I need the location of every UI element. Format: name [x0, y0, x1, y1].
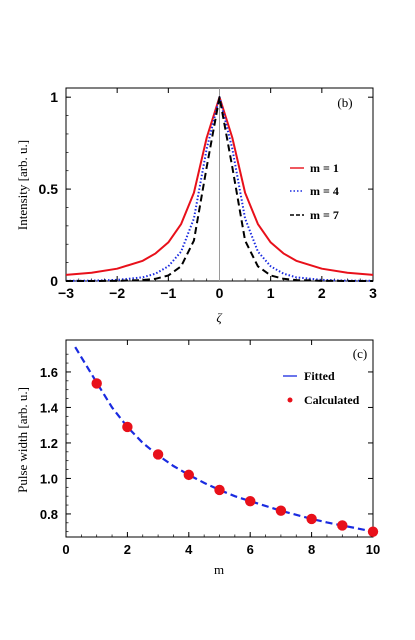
- intensity-curves: [65, 96, 374, 282]
- intensity-x-tick-label: −3: [58, 285, 74, 301]
- pulse-width-calculated-point: [152, 449, 164, 460]
- intensity-legend-label: m = 4: [310, 184, 339, 198]
- intensity-y-tick-label: 0: [50, 273, 58, 289]
- pulse-width-x-tick-label: 2: [124, 542, 131, 557]
- pulse-width-y-tick-label: 1.0: [40, 471, 58, 486]
- intensity-legend-label: m = 7: [310, 208, 339, 222]
- pulse-width-ticks: 0 2 4 6 8 10 0.8 1.0 1.2 1.4 1.6: [40, 340, 380, 557]
- intensity-series-line: [66, 96, 373, 282]
- pulse-width-legend-label: Calculated: [304, 393, 360, 407]
- intensity-x-axis-label: ζ: [216, 310, 222, 325]
- pulse-width-y-tick-label: 1.6: [40, 365, 58, 380]
- pulse-width-calculated-point: [306, 513, 317, 525]
- pulse-width-calculated-point: [367, 526, 379, 537]
- pulse-width-x-tick-label: 10: [366, 542, 380, 557]
- pulse-width-calculated-point: [245, 495, 256, 507]
- pulse-width-x-axis-label: m: [214, 562, 224, 577]
- intensity-y-tick-label: 0.5: [39, 181, 59, 197]
- pulse-width-calculated-point: [183, 469, 194, 481]
- intensity-y-tick-label: 1: [50, 89, 58, 105]
- pulse-width-legend: Fitted Calculated: [283, 369, 360, 407]
- pulse-width-calculated-point: [275, 505, 287, 516]
- intensity-legend-label: m = 1: [310, 161, 339, 175]
- pulse-width-x-tick-label: 6: [247, 542, 254, 557]
- pulse-width-x-tick-label: 8: [308, 542, 315, 557]
- pulse-width-y-tick-label: 1.4: [40, 400, 59, 415]
- pulse-width-x-tick-label: 4: [185, 542, 193, 557]
- pulse-width-panel: 0 2 4 6 8 10 0.8 1.0 1.2 1.4 1.6 (c) m Pulse width…: [15, 339, 380, 577]
- pulse-width-legend-swatch-calculated: [287, 397, 293, 403]
- intensity-panel: −3 −2 −1 0 1 2 3 0 0.5 1 (b) ζ Intensity [arb. u.…: [15, 87, 377, 325]
- pulse-width-series: [74, 346, 379, 537]
- pulse-width-x-tick-label: 0: [62, 542, 69, 557]
- pulse-width-calculated-point: [122, 421, 133, 433]
- intensity-x-tick-label: −1: [160, 285, 176, 301]
- intensity-x-tick-label: 1: [267, 285, 275, 301]
- pulse-width-panel-label: (c): [353, 346, 367, 361]
- pulse-width-calculated-point: [337, 520, 348, 531]
- pulse-width-y-tick-label: 1.2: [40, 436, 58, 451]
- intensity-x-tick-label: 0: [216, 285, 224, 301]
- intensity-legend: m = 1 m = 4 m = 7: [290, 161, 339, 222]
- pulse-width-y-axis-label: Pulse width [arb. u.]: [15, 387, 30, 493]
- intensity-y-axis-label: Intensity [arb. u.]: [15, 140, 30, 230]
- pulse-width-calculated-point: [214, 484, 225, 496]
- pulse-width-legend-label: Fitted: [304, 369, 335, 383]
- intensity-x-tick-label: 3: [369, 285, 377, 301]
- intensity-x-tick-label: 2: [318, 285, 326, 301]
- intensity-panel-label: (b): [337, 95, 352, 110]
- pulse-width-y-tick-label: 0.8: [40, 507, 58, 522]
- pulse-width-calculated-point: [91, 378, 102, 389]
- intensity-x-tick-label: −2: [109, 285, 125, 301]
